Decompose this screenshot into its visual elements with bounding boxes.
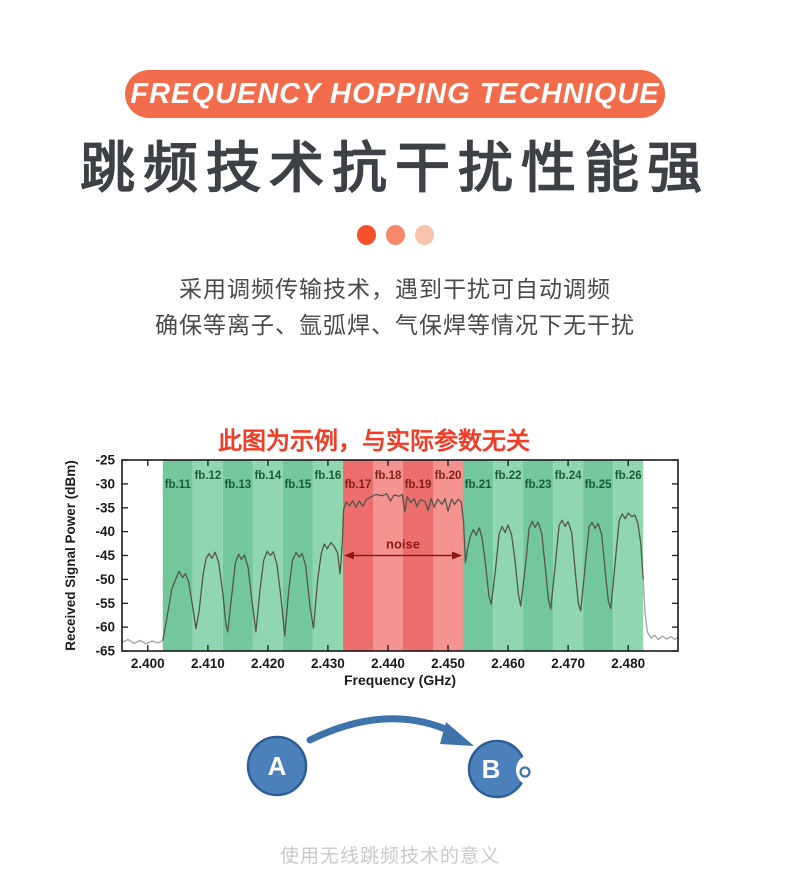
band-label: fb.19: [405, 479, 432, 491]
intro-text: 采用调频传输技术，遇到干扰可自动调频 确保等离子、氩弧焊、气保焊等情况下无干扰: [0, 271, 790, 343]
frequency-band: [583, 460, 614, 651]
node-b-satellite-icon: [519, 766, 531, 778]
chart-disclaimer: 此图为示例，与实际参数无关: [218, 428, 530, 455]
y-tick-label: -60: [95, 620, 115, 635]
x-tick-label: 2.430: [311, 656, 345, 671]
band-label: fb.24: [555, 470, 582, 482]
frequency-band: [252, 460, 283, 651]
dot-icon: [414, 225, 434, 245]
hop-arrow-arc: [306, 715, 456, 744]
x-axis-title: Frequency (GHz): [344, 672, 456, 688]
node-a-circle: [246, 735, 308, 797]
band-label: fb.20: [435, 470, 462, 482]
band-label: fb.15: [284, 479, 311, 491]
band-label: fb.25: [585, 479, 612, 491]
y-tick-label: -55: [95, 596, 115, 611]
band-label: fb.18: [375, 470, 402, 482]
noise-floor-left: [121, 638, 164, 645]
x-tick-label: 2.470: [551, 656, 585, 671]
band-label: fb.14: [254, 470, 281, 482]
x-tick-label: 2.450: [431, 656, 465, 671]
x-tick-label: 2.410: [191, 656, 225, 671]
frequency-band: [493, 460, 524, 651]
x-tick-label: 2.460: [491, 656, 525, 671]
x-tick-label: 2.420: [251, 656, 285, 671]
intro-line-1: 采用调频传输技术，遇到干扰可自动调频: [179, 276, 611, 302]
frequency-hop-diagram: A B: [246, 715, 548, 799]
page-title: 跳频技术抗干扰性能强: [79, 137, 710, 199]
received-signal: [162, 493, 644, 641]
frequency-band: [523, 460, 554, 651]
band-label: fb.13: [224, 479, 251, 491]
y-tick-label: -50: [95, 572, 115, 587]
frequency-band: [553, 460, 584, 651]
frequency-band: [613, 460, 644, 651]
footer-caption: 使用无线跳频技术的意义: [279, 846, 500, 867]
title-banner: FREQUENCY HOPPING TECHNIQUE: [125, 70, 665, 118]
y-tick-label: -30: [95, 476, 115, 491]
frequency-band: [162, 460, 193, 651]
x-tick-label: 2.480: [611, 656, 645, 671]
dot-icon: [385, 225, 405, 245]
y-axis-title: Received Signal Power (dBm): [63, 460, 78, 651]
band-label: fb.12: [194, 470, 221, 482]
noise-arrow-head-right: [452, 551, 463, 560]
banner-label: FREQUENCY HOPPING TECHNIQUE: [130, 77, 660, 110]
node-b-bite: [516, 754, 548, 786]
intro-line-2: 确保等离子、氩弧焊、气保焊等情况下无干扰: [155, 312, 635, 338]
node-a-label: A: [268, 751, 287, 781]
decorative-dots: [0, 225, 790, 245]
noise-arrow-head-left: [343, 551, 354, 560]
noise-label: noise: [386, 537, 420, 552]
y-tick-label: -35: [95, 500, 115, 515]
y-tick-label: -25: [95, 453, 115, 468]
band-label: fb.11: [165, 479, 192, 491]
y-tick-label: -45: [95, 548, 115, 563]
x-tick-label: 2.400: [131, 656, 165, 671]
band-label: fb.23: [525, 479, 552, 491]
noise-floor-right: [642, 579, 679, 641]
y-tick-label: -40: [95, 524, 115, 539]
y-tick-label: -65: [95, 644, 115, 659]
dot-icon: [356, 225, 376, 245]
band-label: fb.17: [345, 479, 372, 491]
band-label: fb.26: [615, 470, 642, 482]
band-label: fb.21: [465, 479, 492, 491]
hop-arrow-head-icon: [440, 722, 474, 746]
band-label: fb.16: [314, 470, 341, 482]
x-tick-label: 2.440: [371, 656, 405, 671]
node-b-label: B: [482, 754, 501, 784]
band-label: fb.22: [495, 470, 522, 482]
frequency-band: [463, 460, 493, 651]
